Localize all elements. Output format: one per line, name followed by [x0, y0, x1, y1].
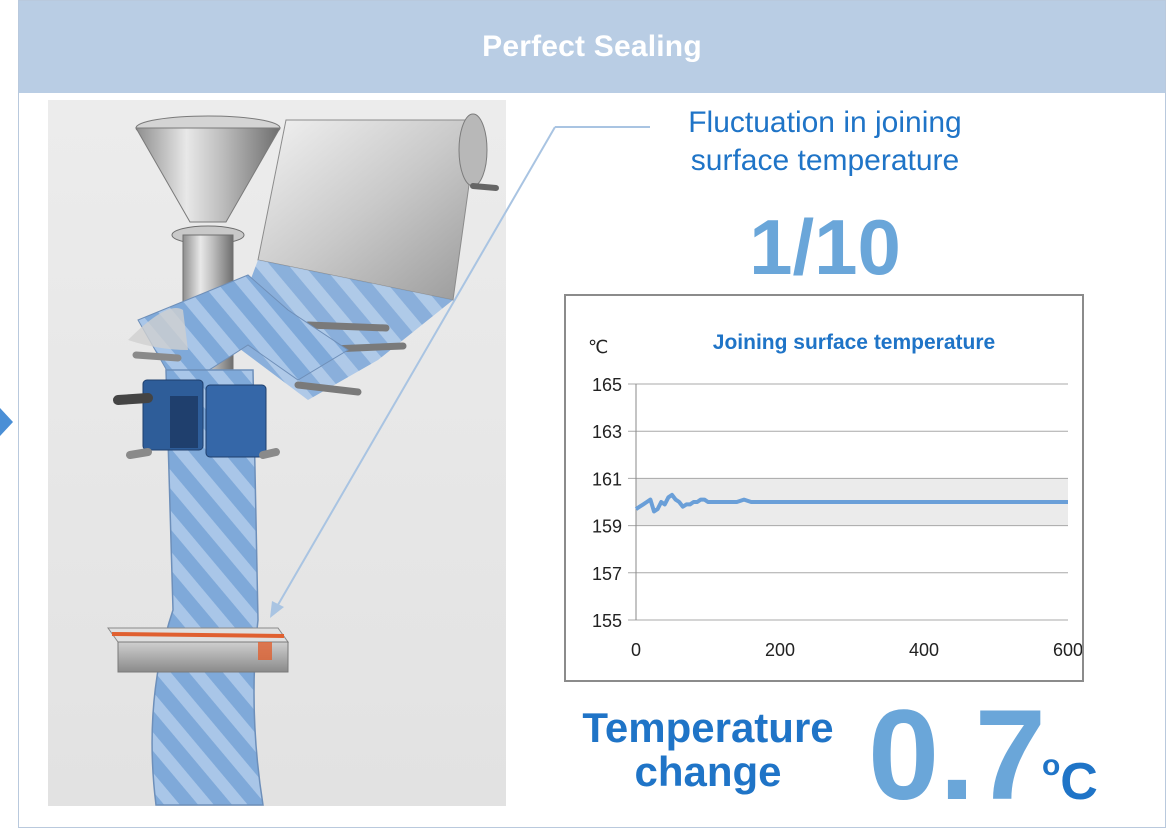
fluctuation-line2: surface temperature [690, 144, 960, 177]
x-tick-label: 200 [765, 640, 795, 660]
y-tick-label: 155 [592, 611, 622, 631]
temperature-chart: 155 157 159 161 163 165 0 200 400 600 Joining surf… [564, 294, 1084, 682]
chart-title: Joining surface temperature [713, 331, 995, 354]
side-arrow-icon [0, 408, 13, 436]
temperature-change-line1: Temperature [582, 704, 834, 751]
y-tick-label: 165 [592, 375, 622, 395]
temperature-change-label: Temperature change [548, 706, 868, 794]
unit-letter: C [1060, 753, 1098, 811]
packaging-machine-illustration [48, 100, 506, 806]
series-line [634, 492, 1068, 514]
banner-title: Perfect Sealing [482, 30, 702, 63]
y-tick-label: 163 [592, 422, 622, 442]
temperature-change-value: 0.7oC [868, 692, 1102, 820]
banner: Perfect Sealing [19, 1, 1165, 93]
chart-canvas: 155 157 159 161 163 165 0 200 400 600 Joining surf… [588, 331, 1082, 660]
fluctuation-line1: Fluctuation in joining [688, 106, 962, 139]
fluctuation-caption: Fluctuation in joining surface temperatu… [600, 104, 1050, 180]
x-tick-label: 600 [1053, 640, 1082, 660]
temperature-change-unit: oC [1042, 749, 1098, 811]
temperature-change-line2: change [634, 748, 782, 795]
x-tick-label: 400 [909, 640, 939, 660]
degree-symbol: o [1041, 748, 1061, 782]
fluctuation-ratio: 1/10 [749, 203, 901, 291]
y-unit-label: ℃ [588, 337, 608, 358]
y-tick-label: 159 [592, 517, 622, 537]
y-tick-label: 157 [592, 564, 622, 584]
x-tick-label: 0 [631, 640, 641, 660]
temperature-change-number: 0.7 [868, 684, 1046, 827]
y-tick-label: 161 [592, 469, 622, 489]
